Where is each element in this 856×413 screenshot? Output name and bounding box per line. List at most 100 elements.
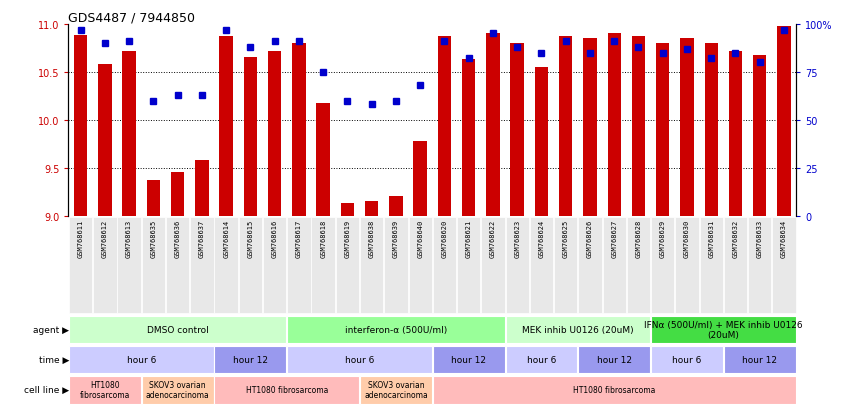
Text: agent ▶: agent ▶: [33, 325, 69, 334]
Text: GSM768635: GSM768635: [151, 219, 157, 257]
Text: GSM768627: GSM768627: [611, 219, 617, 257]
Bar: [413, 142, 427, 216]
FancyBboxPatch shape: [408, 217, 431, 313]
FancyBboxPatch shape: [190, 217, 213, 313]
Text: GSM768617: GSM768617: [296, 219, 302, 257]
FancyBboxPatch shape: [360, 376, 431, 404]
Bar: [704, 44, 718, 216]
Text: GSM768612: GSM768612: [102, 219, 108, 257]
Text: GSM768619: GSM768619: [344, 219, 350, 257]
Bar: [462, 60, 475, 216]
FancyBboxPatch shape: [506, 346, 577, 373]
FancyBboxPatch shape: [142, 217, 165, 313]
FancyBboxPatch shape: [288, 316, 504, 343]
Text: MEK inhib U0126 (20uM): MEK inhib U0126 (20uM): [522, 325, 633, 334]
Bar: [437, 37, 451, 216]
Text: GSM768615: GSM768615: [247, 219, 253, 257]
Bar: [268, 52, 282, 216]
Text: GDS4487 / 7944850: GDS4487 / 7944850: [68, 12, 195, 25]
FancyBboxPatch shape: [215, 376, 359, 404]
FancyBboxPatch shape: [579, 217, 602, 313]
FancyBboxPatch shape: [651, 346, 722, 373]
Bar: [608, 34, 621, 216]
Text: time ▶: time ▶: [39, 355, 69, 364]
Bar: [98, 65, 111, 216]
Bar: [292, 44, 306, 216]
Bar: [656, 44, 669, 216]
Text: GSM768639: GSM768639: [393, 219, 399, 257]
Text: GSM768621: GSM768621: [466, 219, 472, 257]
FancyBboxPatch shape: [579, 346, 650, 373]
Bar: [510, 44, 524, 216]
Text: hour 12: hour 12: [451, 355, 486, 364]
FancyBboxPatch shape: [724, 346, 795, 373]
Bar: [244, 58, 257, 216]
FancyBboxPatch shape: [69, 376, 140, 404]
FancyBboxPatch shape: [433, 217, 456, 313]
Bar: [171, 173, 184, 216]
FancyBboxPatch shape: [627, 217, 650, 313]
Text: GSM768636: GSM768636: [175, 219, 181, 257]
Bar: [195, 161, 209, 216]
Text: GSM768623: GSM768623: [514, 219, 520, 257]
FancyBboxPatch shape: [288, 346, 431, 373]
Text: GSM768622: GSM768622: [490, 219, 496, 257]
FancyBboxPatch shape: [554, 217, 577, 313]
FancyBboxPatch shape: [675, 217, 698, 313]
Text: HT1080 fibrosarcoma: HT1080 fibrosarcoma: [573, 385, 656, 394]
Text: HT1080
fibrosarcoma: HT1080 fibrosarcoma: [80, 380, 130, 399]
Bar: [728, 52, 742, 216]
Text: GSM768634: GSM768634: [781, 219, 787, 257]
Bar: [486, 34, 500, 216]
FancyBboxPatch shape: [93, 217, 116, 313]
Bar: [219, 37, 233, 216]
FancyBboxPatch shape: [239, 217, 262, 313]
Text: DMSO control: DMSO control: [146, 325, 209, 334]
Text: hour 6: hour 6: [345, 355, 374, 364]
Bar: [146, 181, 160, 216]
Text: hour 12: hour 12: [597, 355, 632, 364]
FancyBboxPatch shape: [360, 217, 383, 313]
FancyBboxPatch shape: [724, 217, 747, 313]
Text: GSM768632: GSM768632: [733, 219, 739, 257]
FancyBboxPatch shape: [506, 217, 529, 313]
FancyBboxPatch shape: [530, 217, 553, 313]
Text: GSM768629: GSM768629: [660, 219, 666, 257]
FancyBboxPatch shape: [651, 217, 675, 313]
Bar: [317, 104, 330, 216]
Bar: [389, 197, 402, 216]
Text: IFNα (500U/ml) + MEK inhib U0126
(20uM): IFNα (500U/ml) + MEK inhib U0126 (20uM): [644, 320, 803, 339]
Bar: [365, 202, 378, 216]
FancyBboxPatch shape: [166, 217, 189, 313]
Text: GSM768633: GSM768633: [757, 219, 763, 257]
Bar: [122, 52, 136, 216]
Text: SKOV3 ovarian
adenocarcinoma: SKOV3 ovarian adenocarcinoma: [364, 380, 428, 399]
Bar: [74, 36, 87, 216]
Bar: [632, 37, 645, 216]
FancyBboxPatch shape: [69, 217, 92, 313]
Text: GSM768616: GSM768616: [271, 219, 277, 257]
FancyBboxPatch shape: [384, 217, 407, 313]
FancyBboxPatch shape: [263, 217, 286, 313]
Text: GSM768628: GSM768628: [635, 219, 641, 257]
FancyBboxPatch shape: [433, 346, 504, 373]
Text: GSM768626: GSM768626: [587, 219, 593, 257]
Bar: [535, 68, 548, 216]
Text: GSM768613: GSM768613: [126, 219, 132, 257]
FancyBboxPatch shape: [215, 217, 238, 313]
Text: interferon-α (500U/ml): interferon-α (500U/ml): [345, 325, 447, 334]
Text: hour 6: hour 6: [672, 355, 702, 364]
FancyBboxPatch shape: [288, 217, 311, 313]
Text: GSM768638: GSM768638: [369, 219, 375, 257]
Text: GSM768618: GSM768618: [320, 219, 326, 257]
Text: hour 12: hour 12: [233, 355, 268, 364]
Text: GSM768614: GSM768614: [223, 219, 229, 257]
Text: cell line ▶: cell line ▶: [24, 385, 69, 394]
FancyBboxPatch shape: [772, 217, 795, 313]
FancyBboxPatch shape: [433, 376, 795, 404]
FancyBboxPatch shape: [69, 346, 213, 373]
FancyBboxPatch shape: [603, 217, 626, 313]
Bar: [341, 204, 354, 216]
Text: GSM768620: GSM768620: [442, 219, 448, 257]
Text: GSM768624: GSM768624: [538, 219, 544, 257]
